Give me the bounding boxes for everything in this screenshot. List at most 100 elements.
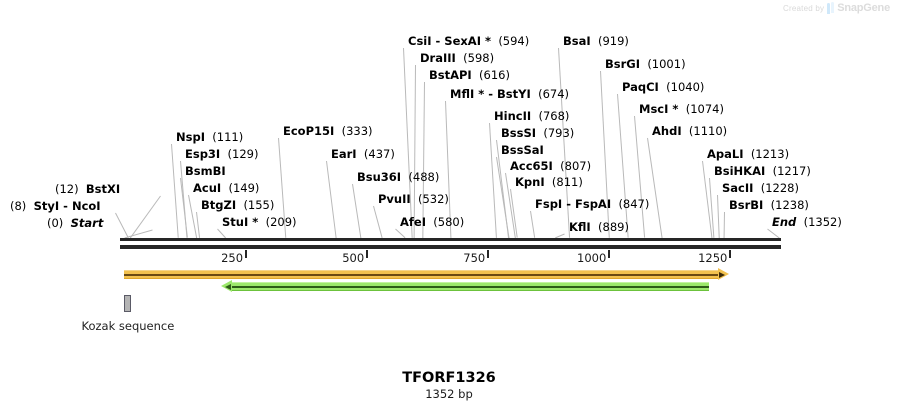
enzyme-leader-line [530,210,536,239]
backbone-line-bottom [120,245,781,249]
enzyme-leader-line [180,177,188,239]
enzyme-label[interactable]: Acc65I (807) [510,160,591,172]
enzyme-label[interactable]: CsiI - SexAI * (594) [408,35,529,47]
enzyme-label[interactable]: BstAPI (616) [429,69,510,81]
kozak-sequence-marker[interactable] [123,295,131,312]
arrowhead-right-inner-icon [719,271,726,278]
enzyme-leader-line [326,160,337,239]
enzyme-label-text: AhdI (1110) [652,124,728,138]
enzyme-label[interactable]: StuI * (209) [222,216,297,228]
backbone-line-top [120,238,781,241]
snapgene-logo-icon [827,2,835,14]
enzyme-leader-line [600,70,610,239]
enzyme-leader-line [767,228,780,239]
enzyme-leader-line [395,228,406,239]
enzyme-label[interactable]: DraIII (598) [420,52,494,64]
enzyme-label-text: BsaI (919) [563,34,629,48]
enzyme-label-text: BsrGI (1001) [605,57,686,71]
enzyme-leader-line [373,205,383,239]
enzyme-label[interactable]: PvuII (532) [378,193,449,205]
enzyme-label[interactable]: SacII (1228) [722,182,799,194]
enzyme-label[interactable]: HincII (768) [494,110,569,122]
enzyme-label-text: BssSI (793) [501,126,575,140]
enzyme-label[interactable]: AhdI (1110) [652,125,727,137]
enzyme-label[interactable]: NspI (111) [176,131,243,143]
enzyme-leader-line [634,115,646,239]
enzyme-leader-line [647,137,663,239]
ruler-tick [729,250,732,258]
enzyme-label[interactable]: EarI (437) [331,148,395,160]
enzyme-label[interactable]: FspI - FspAI (847) [535,198,649,210]
enzyme-label-text: PaqCI (1040) [622,80,705,94]
enzyme-leader-line [717,194,720,239]
feature-center-line [226,286,710,288]
feature-center-line [124,274,724,276]
enzyme-label[interactable]: KpnI (811) [515,176,583,188]
enzyme-label[interactable]: (8) StyI - NcoI [10,200,101,212]
kozak-sequence-label: Kozak sequence [81,319,175,333]
enzyme-leader-line [723,211,725,239]
enzyme-label[interactable]: BsrGI (1001) [605,58,686,70]
enzyme-label-text: ApaLI (1213) [707,147,790,161]
enzyme-label[interactable]: BssSaI [501,144,544,156]
ruler-tick [245,250,248,258]
enzyme-label-text: Acc65I (807) [510,159,592,173]
enzyme-label[interactable]: EcoP15I (333) [283,125,373,137]
enzyme-label[interactable]: BsrBI (1238) [729,199,809,211]
enzyme-label[interactable]: Bsu36I (488) [357,171,439,183]
enzyme-leader-line [617,93,629,239]
enzyme-leader-line [403,47,413,239]
watermark-prefix: Created by [783,3,825,13]
enzyme-leader-line [171,143,179,239]
enzyme-leader-line [413,64,416,238]
enzyme-label-text: StuI * (209) [222,215,297,229]
enzyme-label-text: EarI (437) [331,147,395,161]
enzyme-label-text: BtgZI (155) [201,198,275,212]
enzyme-label[interactable]: BsmBI [185,165,226,177]
enzyme-label-text: (8) StyI - NcoI [10,199,101,213]
enzyme-label[interactable]: MflI * - BstYI (674) [450,88,569,100]
enzyme-label-text: PvuII (532) [378,192,449,206]
enzyme-label[interactable]: BssSI (793) [501,127,574,139]
enzyme-label-text: BsmBI [185,164,226,178]
ruler-label: 1000 [577,251,607,265]
sequence-length: 1352 bp [425,387,473,401]
enzyme-label-text: BstAPI (616) [429,68,510,82]
enzyme-label[interactable]: (0) Start [47,217,103,229]
enzyme-label[interactable]: BsiHKAI (1217) [714,165,811,177]
arrowhead-left-inner-icon [224,283,231,290]
ruler-label: 500 [342,251,365,265]
enzyme-label-text: NspI (111) [176,130,244,144]
enzyme-label-text: MflI * - BstYI (674) [450,87,570,101]
enzyme-label[interactable]: BsaI (919) [563,35,629,47]
enzyme-label-text: End (1352) [772,215,842,229]
enzyme-label-text: AfeI (580) [400,215,465,229]
enzyme-label-text: BsiHKAI (1217) [714,164,811,178]
enzyme-label-text: CsiI - SexAI * (594) [408,34,530,48]
ruler-label: 250 [221,251,244,265]
ruler-tick [366,250,369,258]
enzyme-label[interactable]: Esp3I (129) [185,148,258,160]
enzyme-label-text: BsrBI (1238) [729,198,809,212]
enzyme-leader-line [352,183,362,239]
enzyme-label[interactable]: PaqCI (1040) [622,81,704,93]
enzyme-label-text: Bsu36I (488) [357,170,440,184]
enzyme-label[interactable]: AfeI (580) [400,216,464,228]
ruler-label: 1250 [698,251,728,265]
enzyme-label[interactable]: ApaLI (1213) [707,148,789,160]
enzyme-label[interactable]: MscI * (1074) [639,103,724,115]
enzyme-label[interactable]: (12) BstXI [55,183,120,195]
enzyme-label-text: Esp3I (129) [185,147,259,161]
enzyme-leader-line [496,156,510,239]
enzyme-leader-line [217,228,227,239]
enzyme-label[interactable]: BtgZI (155) [201,199,274,211]
snapgene-watermark: Created by SnapGene [783,2,890,14]
enzyme-label[interactable]: End (1352) [772,216,842,228]
enzyme-label-text: FspI - FspAI (847) [535,197,650,211]
enzyme-label-text: (0) Start [47,216,104,230]
enzyme-label-text: MscI * (1074) [639,102,724,116]
enzyme-label[interactable]: AcuI (149) [193,182,259,194]
enzyme-label[interactable]: KflI (889) [569,221,629,233]
enzyme-leader-line [115,212,129,239]
